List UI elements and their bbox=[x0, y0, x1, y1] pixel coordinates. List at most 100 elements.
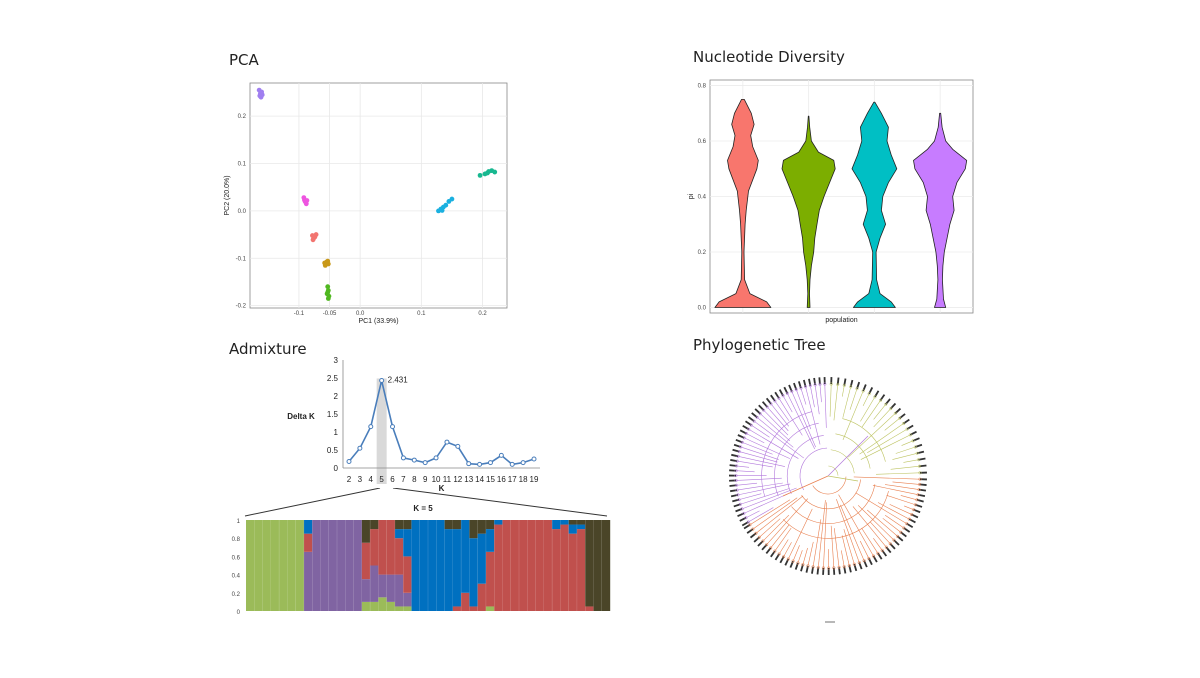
diversity-y-axis-label: pi bbox=[688, 193, 695, 199]
tree-node bbox=[762, 408, 766, 412]
tree-tip-label-mark bbox=[739, 429, 747, 435]
tree-branch bbox=[760, 413, 791, 442]
admixture-y-tick-label: 0.4 bbox=[232, 574, 241, 580]
pca-point bbox=[439, 208, 445, 213]
admixture-y-tick-label: 0.8 bbox=[232, 537, 241, 543]
tree-node bbox=[913, 503, 917, 507]
tree-tip-label-mark bbox=[784, 558, 790, 566]
pca-point bbox=[443, 202, 449, 208]
tree-node bbox=[748, 523, 752, 527]
tree-branch bbox=[857, 505, 895, 541]
tree-node bbox=[829, 382, 833, 386]
pca-point bbox=[304, 198, 310, 203]
tree-node bbox=[915, 498, 919, 502]
tree-branch bbox=[817, 500, 826, 568]
tree-node bbox=[847, 563, 851, 568]
admixture-bar-segment bbox=[452, 529, 462, 607]
tree-node bbox=[773, 399, 777, 403]
tree-tip-label-mark bbox=[747, 416, 755, 422]
tree-branch bbox=[890, 465, 920, 470]
admixture-bar-segment bbox=[386, 520, 396, 575]
delta-k-x-tick-label: 12 bbox=[453, 475, 462, 484]
tree-branch bbox=[829, 384, 832, 417]
tree-branch bbox=[867, 428, 908, 454]
tree-node bbox=[736, 454, 740, 458]
delta-k-point bbox=[509, 461, 515, 467]
tree-branch bbox=[751, 424, 770, 438]
tree-branch bbox=[830, 525, 835, 568]
pca-title: PCA bbox=[229, 51, 259, 69]
tree-node bbox=[799, 386, 803, 390]
tree-node bbox=[742, 511, 746, 515]
tree-branch bbox=[824, 384, 827, 428]
tree-branch bbox=[762, 514, 790, 542]
admixture-bar-segment bbox=[461, 520, 470, 593]
admixture-bar-segment bbox=[568, 524, 578, 534]
tree-node bbox=[907, 517, 911, 521]
tree-branch bbox=[778, 398, 803, 436]
tree-node bbox=[786, 557, 790, 561]
tree-node bbox=[878, 398, 883, 402]
delta-k-x-tick-label: 14 bbox=[475, 475, 484, 484]
tree-tip-label-mark bbox=[793, 382, 798, 390]
tree-branch bbox=[861, 400, 881, 428]
tree-node bbox=[902, 526, 906, 530]
tree-node bbox=[918, 477, 922, 481]
tree-node bbox=[842, 383, 846, 388]
admixture-bar-segment bbox=[494, 524, 503, 611]
admixture-bar-segment bbox=[510, 520, 520, 611]
tree-tip-label-mark bbox=[737, 434, 745, 439]
admixture-bar-segment bbox=[312, 520, 321, 611]
pca-y-tick-label: -0.1 bbox=[236, 256, 247, 262]
delta-k-point bbox=[466, 461, 472, 467]
admixture-bar-segment bbox=[452, 520, 462, 530]
tree-branch bbox=[748, 507, 774, 523]
delta-k-point bbox=[531, 456, 537, 462]
delta-k-y-tick-label: 3 bbox=[334, 356, 339, 365]
pca-point bbox=[325, 258, 331, 264]
admixture-bar-segment bbox=[535, 520, 545, 611]
delta-k-y-tick-label: 1.5 bbox=[327, 410, 339, 419]
tree-branch bbox=[841, 535, 850, 566]
tree-branch bbox=[787, 393, 815, 450]
tree-branch bbox=[753, 420, 805, 459]
tree-branch bbox=[791, 391, 816, 448]
tree-node bbox=[782, 555, 786, 559]
pca-plot-area bbox=[249, 82, 508, 309]
tree-branch bbox=[842, 390, 864, 440]
tree-tip-label-mark bbox=[744, 420, 752, 426]
admixture-bar-segment bbox=[411, 520, 420, 611]
tree-branch bbox=[736, 465, 750, 468]
tree-node bbox=[823, 382, 827, 386]
tree-node bbox=[737, 450, 741, 454]
tree-branch bbox=[849, 388, 858, 410]
tree-branch bbox=[861, 527, 879, 554]
tree-branch bbox=[739, 451, 778, 463]
diversity-x-axis-label: population bbox=[825, 317, 857, 324]
tree-branch bbox=[766, 498, 809, 545]
zoom-connector bbox=[244, 488, 608, 517]
tree-node bbox=[893, 411, 897, 415]
admixture-bar-segment bbox=[386, 601, 396, 611]
tree-tip-label-mark bbox=[906, 522, 914, 529]
tree-branch bbox=[736, 477, 782, 481]
tree-branch bbox=[847, 413, 896, 458]
admixture-bar-segment bbox=[576, 520, 586, 525]
tree-branch bbox=[807, 541, 814, 566]
delta-k-point bbox=[368, 424, 374, 430]
delta-k-y-axis-label: Delta K bbox=[287, 412, 315, 421]
delta-k-x-tick-label: 11 bbox=[443, 475, 452, 484]
tree-node bbox=[852, 562, 856, 566]
pca-point bbox=[313, 232, 319, 237]
admixture-title: Admixture bbox=[229, 340, 307, 358]
tree-branch bbox=[842, 386, 851, 418]
tree-node bbox=[867, 392, 871, 396]
tree-node bbox=[735, 459, 739, 463]
admixture-bar-segment bbox=[378, 574, 387, 598]
pca-point bbox=[449, 196, 455, 202]
admixture-bar-segment bbox=[303, 520, 313, 534]
tree-branch bbox=[873, 537, 883, 551]
delta-k-y-tick-label: 0 bbox=[334, 464, 339, 473]
pca-point bbox=[310, 237, 316, 243]
admixture-bar-segment bbox=[279, 520, 288, 611]
